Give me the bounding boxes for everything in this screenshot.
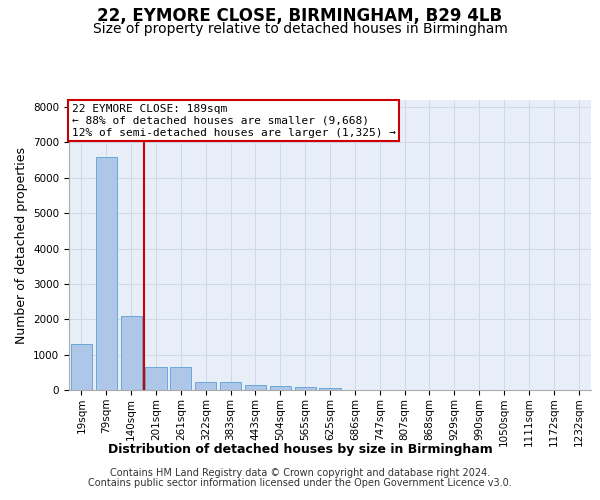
Text: Contains public sector information licensed under the Open Government Licence v3: Contains public sector information licen… bbox=[88, 478, 512, 488]
Bar bbox=[195, 382, 216, 390]
Text: Size of property relative to detached houses in Birmingham: Size of property relative to detached ho… bbox=[92, 22, 508, 36]
Bar bbox=[121, 316, 142, 390]
Text: Contains HM Land Registry data © Crown copyright and database right 2024.: Contains HM Land Registry data © Crown c… bbox=[110, 468, 490, 477]
Bar bbox=[96, 156, 117, 390]
Bar bbox=[145, 367, 167, 390]
Bar bbox=[319, 388, 341, 390]
Text: Distribution of detached houses by size in Birmingham: Distribution of detached houses by size … bbox=[107, 442, 493, 456]
Bar bbox=[220, 382, 241, 390]
Bar bbox=[295, 387, 316, 390]
Bar bbox=[170, 367, 191, 390]
Bar bbox=[270, 386, 291, 390]
Text: 22 EYMORE CLOSE: 189sqm
← 88% of detached houses are smaller (9,668)
12% of semi: 22 EYMORE CLOSE: 189sqm ← 88% of detache… bbox=[71, 104, 395, 138]
Bar bbox=[71, 344, 92, 390]
Bar bbox=[245, 386, 266, 390]
Y-axis label: Number of detached properties: Number of detached properties bbox=[14, 146, 28, 344]
Text: 22, EYMORE CLOSE, BIRMINGHAM, B29 4LB: 22, EYMORE CLOSE, BIRMINGHAM, B29 4LB bbox=[97, 8, 503, 26]
